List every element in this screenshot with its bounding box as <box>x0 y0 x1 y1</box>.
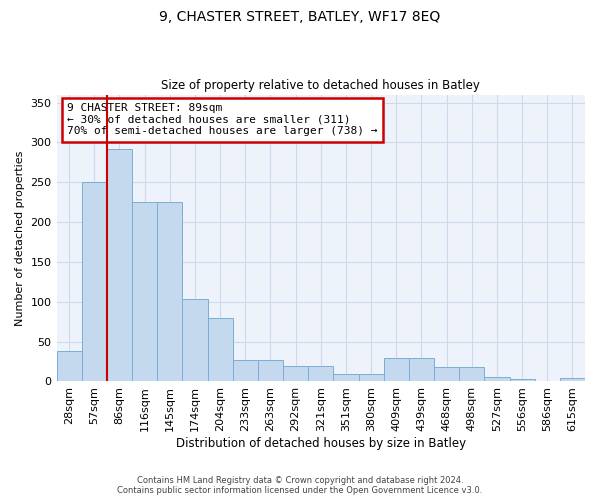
Bar <box>82 182 107 382</box>
Bar <box>383 358 409 382</box>
Text: 9 CHASTER STREET: 89sqm
← 30% of detached houses are smaller (311)
70% of semi-d: 9 CHASTER STREET: 89sqm ← 30% of detache… <box>67 103 377 136</box>
Bar <box>107 148 132 382</box>
Bar <box>56 351 82 382</box>
Bar <box>233 360 258 382</box>
Bar <box>182 298 208 382</box>
Bar <box>560 378 585 382</box>
Bar <box>434 367 459 382</box>
X-axis label: Distribution of detached houses by size in Batley: Distribution of detached houses by size … <box>176 437 466 450</box>
Text: Contains HM Land Registry data © Crown copyright and database right 2024.
Contai: Contains HM Land Registry data © Crown c… <box>118 476 482 495</box>
Bar <box>409 358 434 382</box>
Bar <box>258 360 283 382</box>
Bar <box>509 379 535 382</box>
Bar <box>334 374 359 382</box>
Title: Size of property relative to detached houses in Batley: Size of property relative to detached ho… <box>161 79 480 92</box>
Text: 9, CHASTER STREET, BATLEY, WF17 8EQ: 9, CHASTER STREET, BATLEY, WF17 8EQ <box>160 10 440 24</box>
Bar <box>484 378 509 382</box>
Y-axis label: Number of detached properties: Number of detached properties <box>15 150 25 326</box>
Bar <box>459 367 484 382</box>
Bar <box>208 318 233 382</box>
Bar <box>132 202 157 382</box>
Bar <box>308 366 334 382</box>
Bar <box>157 202 182 382</box>
Bar <box>359 374 383 382</box>
Bar <box>283 366 308 382</box>
